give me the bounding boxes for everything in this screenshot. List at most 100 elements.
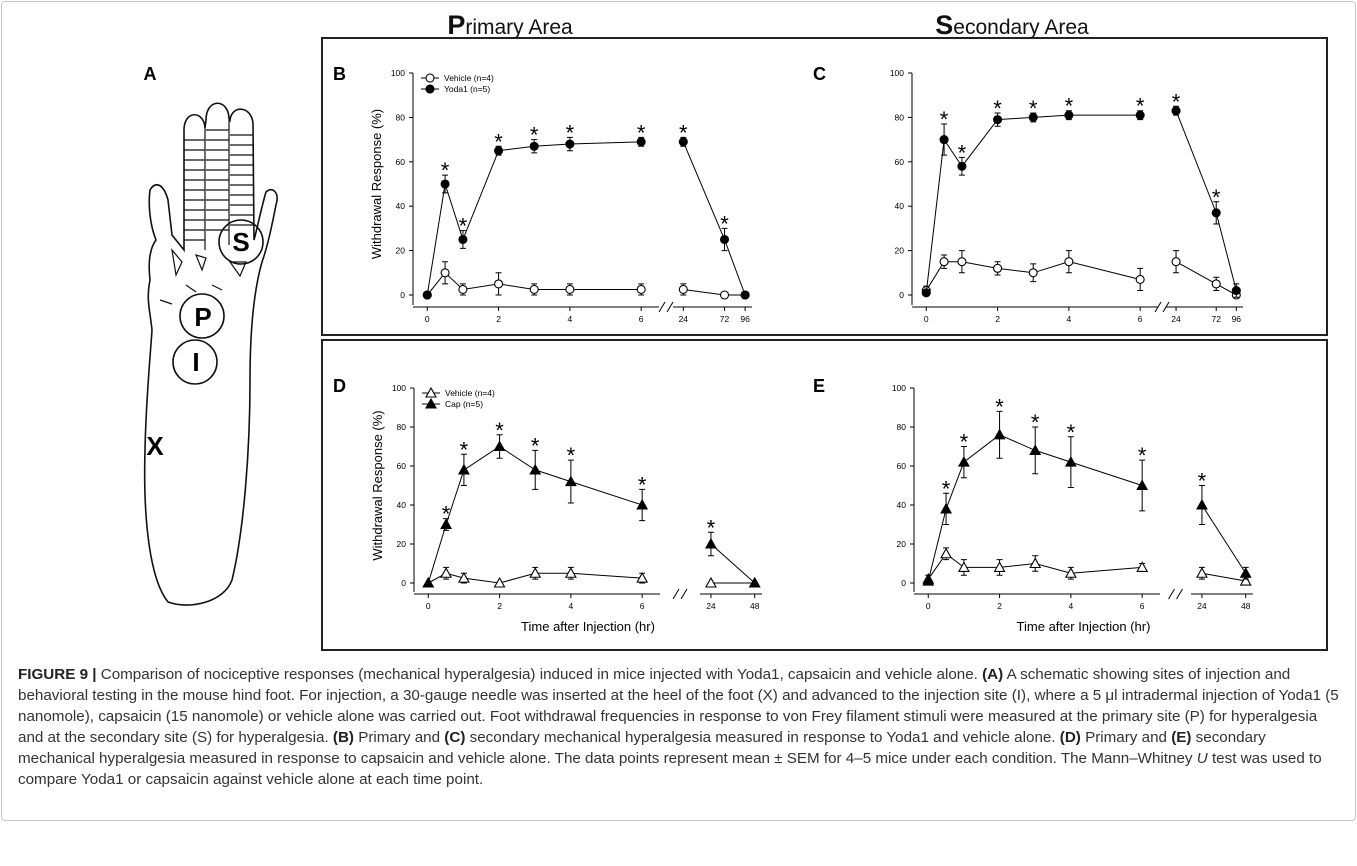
series-line [682,141,746,296]
y-tick-label: 40 [397,500,407,510]
significance-star: * [940,107,949,132]
x-tick-label: 24 [679,314,689,324]
x-tick-label: 4 [1067,314,1072,324]
y-tick-label: 80 [895,112,905,122]
marker [1136,479,1149,491]
significance-star: * [720,211,729,236]
marker [440,268,450,278]
panel-label: E [813,376,825,396]
y-axis-label: Withdrawal Response (%) [369,109,384,259]
x-tick-label: 24 [706,601,716,611]
significance-star: * [459,214,468,239]
marker [529,141,539,151]
significance-star: * [531,433,540,458]
x-tick-label: 0 [425,314,430,324]
panel-box [321,339,1328,651]
marker [957,455,970,467]
site-label: S [232,227,249,257]
marker [440,179,450,189]
column-header: Secondary Area [935,10,1089,40]
caption-text: (D) [1059,729,1081,746]
series-line [1201,572,1246,582]
caption-text: test was used to compare Yoda1 or capsai… [18,750,1322,788]
significance-star: * [637,120,646,145]
x-tick-label: 6 [640,601,645,611]
axis-break [658,301,674,313]
significance-star: * [495,418,504,443]
marker [922,574,935,586]
marker [440,567,453,578]
panel-label: B [333,64,346,84]
significance-star: * [958,140,967,165]
x-tick-label: 0 [924,314,929,324]
y-tick-label: 40 [897,500,907,510]
x-tick-label: 48 [1241,601,1251,611]
caption-text: Primary and [1080,729,1172,746]
caption-text: secondary mechanical hyperalgesia measur… [18,729,1266,767]
column-header: Primary Area [447,10,573,40]
axis-break [672,588,688,600]
series-line [1175,110,1237,291]
marker [957,161,967,171]
marker [993,428,1006,440]
caption-text: A schematic showing sites of injection a… [18,666,1339,746]
marker [636,498,649,510]
y-tick-label: 20 [397,539,407,549]
marker [1196,498,1208,510]
significance-star: * [1172,89,1181,114]
significance-star: * [995,394,1004,419]
y-tick-label: 0 [899,290,904,300]
marker [1028,268,1038,278]
site-label: I [192,347,199,377]
marker [636,137,646,147]
x-tick-label: 96 [1232,314,1242,324]
significance-star: * [1031,410,1040,435]
y-tick-label: 100 [391,68,405,78]
y-tick-label: 20 [897,539,907,549]
x-tick-label: 72 [720,314,730,324]
marker [1196,567,1208,578]
marker [457,571,470,583]
legend-label: Vehicle (n=4) [444,73,494,83]
panel-label: D [333,376,346,396]
x-tick-label: 4 [1069,601,1074,611]
caption-text: (E) [1171,729,1192,746]
legend-label: Vehicle (n=4) [445,388,495,398]
marker [748,576,761,588]
x-tick-label: 48 [750,601,760,611]
legend-marker [425,397,437,409]
caption-text: Comparison of nociceptive responses (mec… [96,666,983,683]
significance-star: * [441,158,450,183]
y-tick-label: 20 [895,246,905,256]
significance-star: * [993,96,1002,121]
marker [957,561,970,572]
marker [1064,567,1077,578]
foot-schematic [143,102,278,606]
caption-text: Primary and [353,729,445,746]
marker [705,537,717,549]
marker [565,139,575,149]
marker [565,284,575,295]
caption-text: (C) [444,729,466,746]
caption: FIGURE 9 | Comparison of nociceptive res… [18,664,1340,790]
marker [457,463,470,475]
marker [529,567,542,578]
y-tick-label: 100 [890,68,904,78]
significance-star: * [1065,94,1074,119]
series-line [1175,261,1237,296]
x-tick-label: 72 [1211,314,1221,324]
x-tick-label: 6 [1140,601,1145,611]
x-tick-label: 2 [496,314,501,324]
y-axis-label: Withdrawal Response (%) [370,410,385,560]
caption-text: secondary mechanical hyperalgesia measur… [465,729,1060,746]
marker [440,518,453,530]
marker [1064,257,1074,267]
y-tick-label: 60 [895,157,905,167]
marker [1211,208,1221,218]
marker [957,257,967,267]
x-tick-label: 2 [995,314,1000,324]
marker [422,290,432,300]
significance-star: * [1067,420,1076,445]
legend-label: Cap (n=5) [445,399,483,409]
